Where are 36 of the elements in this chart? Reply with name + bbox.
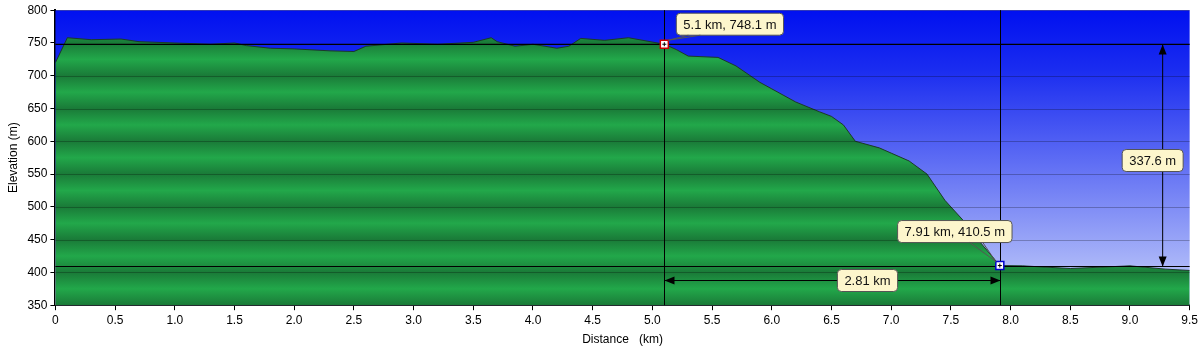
x-tick-label: 1.5 bbox=[226, 312, 244, 327]
x-tick-label: 7.0 bbox=[882, 312, 900, 327]
y-tick-label: 750 bbox=[27, 35, 48, 50]
x-tick-label: 3.0 bbox=[405, 312, 423, 327]
annotation: 7.91 km, 410.5 m bbox=[904, 224, 1006, 240]
x-tick-label: 9.0 bbox=[1121, 312, 1139, 327]
y-axis-title: Elevation (m) bbox=[5, 122, 20, 194]
x-tick-label: 8.0 bbox=[1002, 312, 1020, 327]
y-tick-label: 400 bbox=[27, 264, 48, 279]
x-tick-label: 5.5 bbox=[703, 312, 721, 327]
x-tick-label: 0.5 bbox=[106, 312, 124, 327]
y-tick-label: 600 bbox=[27, 133, 48, 148]
x-tick-label: 4.0 bbox=[524, 312, 542, 327]
annotation: 5.1 km, 748.1 m bbox=[683, 16, 777, 32]
x-tick-label: 9.5 bbox=[1181, 312, 1199, 327]
x-tick-label: 0 bbox=[52, 312, 60, 327]
x-axis-title: Distance (km) bbox=[582, 332, 663, 347]
x-tick-label: 1.0 bbox=[166, 312, 184, 327]
y-tick-label: 450 bbox=[27, 231, 48, 246]
x-tick-label: 6.5 bbox=[823, 312, 841, 327]
x-tick-label: 2.0 bbox=[285, 312, 303, 327]
y-tick-label: 500 bbox=[27, 199, 48, 214]
x-tick-label: 4.5 bbox=[584, 312, 602, 327]
x-tick-label: 2.5 bbox=[345, 312, 363, 327]
x-tick-label: 8.5 bbox=[1061, 312, 1079, 327]
annotation: 2.81 km bbox=[844, 273, 891, 289]
y-tick-label: 800 bbox=[27, 2, 48, 17]
y-tick-label: 700 bbox=[27, 68, 48, 83]
x-tick-label: 7.5 bbox=[942, 312, 960, 327]
x-tick-label: 3.5 bbox=[464, 312, 482, 327]
x-tick-label: 5.0 bbox=[644, 312, 662, 327]
y-tick-label: 550 bbox=[27, 166, 48, 181]
y-tick-label: 350 bbox=[27, 297, 48, 312]
y-tick-label: 650 bbox=[27, 100, 48, 115]
annotation: 337.6 m bbox=[1129, 153, 1177, 169]
x-tick-label: 6.0 bbox=[763, 312, 781, 327]
